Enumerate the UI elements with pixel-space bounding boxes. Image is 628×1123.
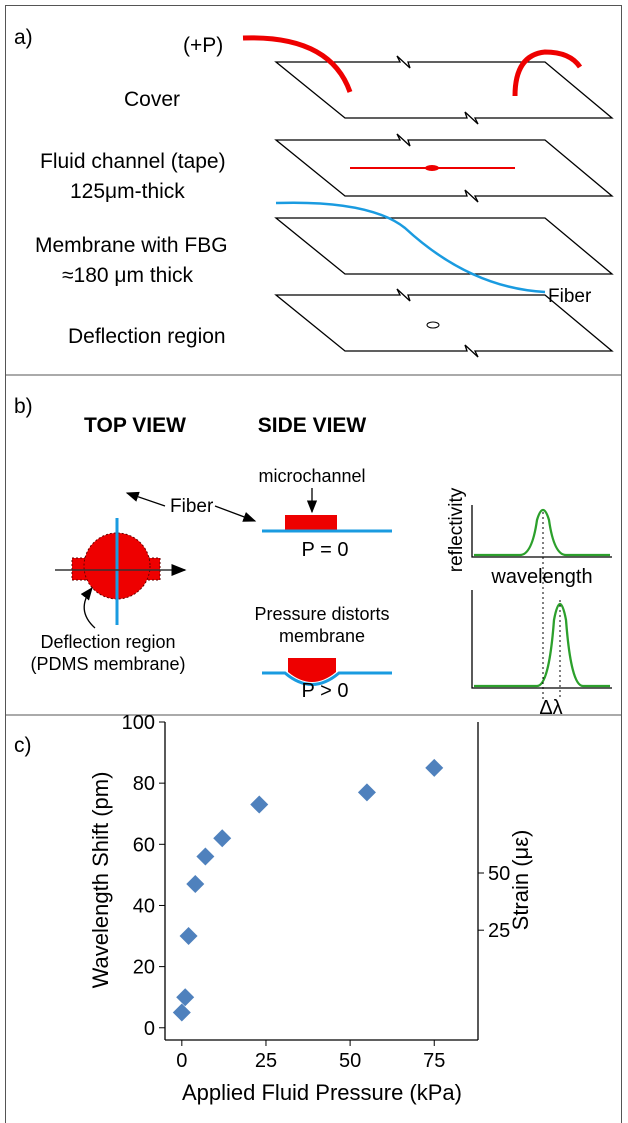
axis-label: reflectivity (446, 487, 467, 572)
y-tick-label: 20 (133, 957, 155, 979)
pressure-note: membrane (279, 626, 365, 646)
fiber-label: Fiber (170, 496, 214, 517)
microchannel-label: microchannel (258, 466, 365, 486)
fiber (275, 201, 546, 294)
pressure-state: P > 0 (302, 680, 349, 702)
membrane-sheet (274, 217, 614, 275)
panel-label: c) (14, 734, 32, 757)
point (425, 758, 444, 777)
y-axis-label: Wavelength Shift (pm) (88, 772, 113, 989)
thickness-label: 125μm-thick (70, 180, 185, 203)
side-channel (285, 515, 337, 530)
layer-label: Deflection region (68, 325, 226, 348)
point (176, 988, 195, 1007)
point (179, 927, 198, 946)
y-tick-label: 60 (133, 834, 155, 856)
side-channel (288, 658, 336, 682)
panel-label: b) (14, 395, 33, 418)
layer-label: Cover (124, 88, 180, 111)
spectrum-axes (471, 505, 612, 558)
point (250, 795, 269, 814)
x-tick-label: 25 (255, 1050, 277, 1072)
panel-c: c) Applied Fluid Pressure (kPa) Waveleng… (14, 712, 533, 1105)
channel-sheet (274, 133, 614, 203)
x-tick-label: 50 (339, 1050, 361, 1072)
deflection-label: Deflection region (40, 632, 175, 652)
y-tick-label: 100 (122, 712, 155, 734)
y2-tick-label: 50 (488, 863, 510, 885)
spectrum-axes (471, 590, 612, 689)
channel-chamber (425, 165, 439, 171)
outlet-tube (512, 49, 583, 97)
shift-label: Δλ (539, 697, 562, 719)
layer-label: Fluid channel (tape) (40, 150, 226, 173)
x-axis-label: Applied Fluid Pressure (kPa) (182, 1080, 462, 1105)
fiber-label: Fiber (548, 286, 592, 307)
arrow (80, 586, 96, 629)
pressure-label: (+P) (183, 34, 223, 57)
x-tick-label: 0 (176, 1050, 187, 1072)
deflection-sheet (274, 288, 614, 358)
side-membrane (262, 671, 392, 686)
arrow (214, 505, 257, 522)
spectrum (474, 602, 610, 688)
point (213, 829, 232, 848)
layer-label: Membrane with FBG (35, 234, 228, 257)
arrow (125, 491, 166, 507)
deflection-hole (426, 321, 440, 329)
axis-label: wavelength (490, 566, 592, 588)
view-title: TOP VIEW (84, 414, 186, 437)
point (186, 875, 205, 894)
pressure-state: P = 0 (302, 539, 349, 561)
point (357, 783, 376, 802)
spectrum (474, 508, 610, 557)
panel-a: a) (+P) Cover Fluid channel (tape) 125μm… (14, 26, 614, 358)
y-tick-label: 40 (133, 895, 155, 917)
thickness-label: ≈180 μm thick (62, 264, 194, 287)
panel-label: a) (14, 26, 33, 49)
point (172, 1003, 191, 1022)
point (196, 847, 215, 866)
x-tick-label: 75 (423, 1050, 445, 1072)
y2-axis-label: Strain (με) (508, 830, 533, 931)
cover-sheet (274, 55, 614, 125)
frame (5, 5, 622, 1123)
panel-b: b) TOP VIEW SIDE VIEW Fiber Deflection r… (14, 395, 612, 719)
y2-tick-label: 25 (488, 920, 510, 942)
deflection-label: (PDMS membrane) (30, 654, 185, 674)
pressure-note: Pressure distorts (254, 604, 389, 624)
inlet-tube (242, 35, 353, 93)
view-title: SIDE VIEW (258, 414, 367, 437)
y-tick-label: 0 (144, 1018, 155, 1040)
y-tick-label: 80 (133, 773, 155, 795)
